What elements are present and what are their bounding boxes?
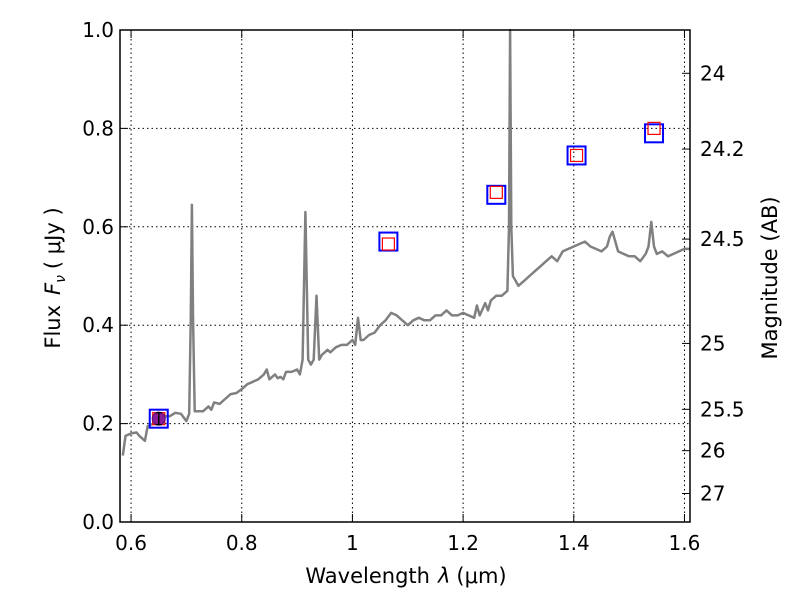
y-tick-label: 0.6	[82, 215, 114, 239]
y-tick-label: 0.0	[82, 510, 114, 534]
magnitude-tick-label: 27	[700, 481, 725, 505]
x-axis-label: Wavelength λ (μm)	[305, 564, 506, 588]
photometry-square-blue	[566, 145, 587, 166]
model-square-red	[647, 121, 661, 136]
x-tick-label: 1.6	[669, 531, 701, 555]
photometry-square-blue	[148, 408, 169, 429]
y-axis-label: FluxFν( μJy )	[41, 207, 69, 348]
model-square-red	[489, 185, 503, 199]
y-tick-label: 0.2	[82, 412, 114, 436]
model-square-red	[381, 237, 395, 251]
magnitude-tick-label: 25	[700, 331, 725, 355]
x-tick-label: 1	[346, 531, 359, 555]
magnitude-tick-label: 24	[700, 61, 725, 85]
grid-lines	[120, 30, 690, 522]
plot-frame	[119, 29, 691, 523]
x-tick-label: 1.2	[447, 531, 479, 555]
magnitude-tick-label: 24.5	[700, 227, 745, 251]
photometry-square-blue	[644, 123, 665, 144]
model-square-red	[569, 148, 584, 163]
magnitude-axis-ticks: 24 24.2 24.5 25 25.5 26 27	[682, 61, 745, 505]
magnitude-tick-label: 26	[700, 439, 725, 463]
x-axis-ticks: 0.6 0.8 1 1.2 1.4 1.6	[115, 30, 700, 555]
photometry-markers	[148, 121, 665, 429]
x-tick-label: 1.4	[558, 531, 590, 555]
model-spectrum-line	[121, 28, 690, 456]
y-tick-label: 0.4	[82, 313, 114, 337]
spectrum-layer	[121, 28, 690, 456]
x-tick-label: 0.8	[226, 531, 258, 555]
x-tick-label: 0.6	[115, 531, 147, 555]
magnitude-tick-label: 24.2	[700, 137, 745, 161]
magnitude-tick-label: 25.5	[700, 397, 745, 421]
magnitude-axis-label: Magnitude (AB)	[758, 196, 782, 359]
y-axis-ticks: 0.0 0.2 0.4 0.6 0.8 1.0	[82, 18, 128, 534]
y-tick-label: 0.8	[82, 116, 114, 140]
y-tick-label: 1.0	[82, 18, 114, 42]
